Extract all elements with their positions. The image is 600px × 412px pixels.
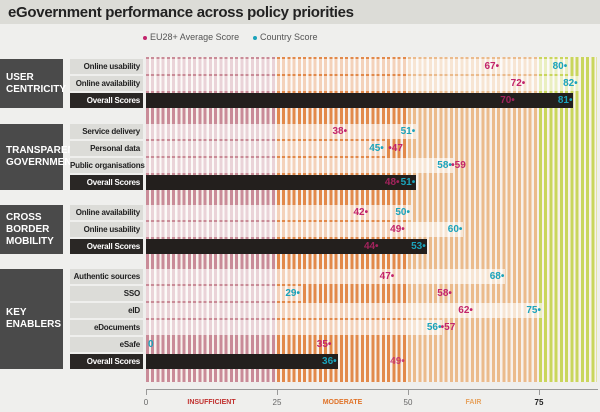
row-label: Online usability <box>70 59 143 74</box>
eu-value: 38• <box>332 126 348 137</box>
country-value: 50• <box>395 207 410 218</box>
eu-value: 58• <box>437 288 452 299</box>
legend-label: EU28+ Average Score <box>150 32 240 42</box>
country-band <box>146 205 411 220</box>
group-label: TRANSPARENT GOVERNMENT <box>0 124 81 190</box>
country-band <box>146 141 385 156</box>
legend-item-country: Country Score <box>253 32 318 42</box>
x-tick-label: 0 <box>143 398 149 407</box>
x-axis-line <box>146 389 598 390</box>
country-value: 53• <box>411 241 426 252</box>
row-label: Public organisations <box>70 158 145 173</box>
country-value: 51• <box>400 177 416 188</box>
row-label: Authentic sources <box>70 269 143 284</box>
zone-good <box>539 57 597 382</box>
country-value: 75• <box>526 305 541 316</box>
eu-value: 72• <box>510 78 526 89</box>
eu-value: 70• <box>500 95 515 106</box>
legend-label: Country Score <box>260 32 318 42</box>
row-label: Service delivery <box>70 124 143 139</box>
row-label: Online availability <box>70 76 143 91</box>
x-tick <box>408 389 409 395</box>
row-label: SSO <box>70 286 143 301</box>
country-band <box>146 286 301 301</box>
overall-label: Overall Scores <box>70 175 143 190</box>
group-label: USER CENTRICITY <box>0 59 66 108</box>
row-label: Online usability <box>70 222 143 237</box>
eu-value: 48• <box>384 177 400 188</box>
overall-bar <box>146 239 427 254</box>
eu-value: 49• <box>390 356 405 367</box>
country-value: 29• <box>285 288 300 299</box>
legend-item-eu: EU28+ Average Score <box>143 32 239 42</box>
country-band <box>146 320 443 335</box>
zone-label: INSUFFICIENT <box>187 399 236 406</box>
row-label: Online availability <box>70 205 143 220</box>
chart-title: eGovernment performance across policy pr… <box>0 0 600 24</box>
row-label: eSafe <box>70 337 143 352</box>
country-band <box>146 124 417 139</box>
zone-label: MODERATE <box>322 399 363 406</box>
eu-value: 44• <box>363 241 379 252</box>
country-value: 81• <box>557 95 573 106</box>
country-value: 45• <box>369 143 384 154</box>
country-value: 51• <box>400 126 416 137</box>
country-value: 68• <box>489 271 505 282</box>
country-band <box>146 158 453 173</box>
x-tick <box>277 389 278 395</box>
x-tick <box>146 389 147 395</box>
row-label: Personal data <box>70 141 143 156</box>
country-value: 58• <box>437 160 452 171</box>
overall-label: Overall Scores <box>70 93 143 108</box>
overall-label: Overall Scores <box>70 354 143 369</box>
country-band <box>146 269 506 284</box>
country-value: 60• <box>447 224 463 235</box>
group-label: CROSS BORDER MOBILITY <box>0 205 63 254</box>
x-tick-label: 25 <box>272 398 282 407</box>
country-value: 80• <box>552 61 568 72</box>
row-label: eDocuments <box>70 320 143 335</box>
overall-bar <box>146 175 417 190</box>
country-band <box>146 59 569 74</box>
zone-label: FAIR <box>465 399 482 406</box>
eu-value: 47• <box>379 271 395 282</box>
eu-dot-icon <box>143 35 147 40</box>
country-band <box>146 303 542 318</box>
country-dot-icon <box>253 35 257 40</box>
country-value: 56• <box>426 322 442 333</box>
country-value: 36• <box>322 356 337 367</box>
group-label: KEY ENABLERS <box>0 269 63 369</box>
country-value: 82• <box>563 78 578 89</box>
country-value: 0 <box>148 339 154 350</box>
eu-value: 62• <box>458 305 473 316</box>
row-label: eID <box>70 303 143 318</box>
eu-value: •59 <box>451 160 466 171</box>
eu-value: 42• <box>353 207 369 218</box>
x-tick-label: 50 <box>403 398 413 407</box>
eu-value: 67• <box>484 61 500 72</box>
country-band <box>146 76 579 91</box>
eu-value: •47 <box>388 143 403 154</box>
eu-value: 49• <box>390 224 405 235</box>
x-tick-label: 75 <box>534 398 544 407</box>
overall-bar <box>146 354 338 369</box>
country-band <box>146 222 464 237</box>
eu-value: •57 <box>440 322 456 333</box>
overall-label: Overall Scores <box>70 239 143 254</box>
eu-value: 35• <box>316 339 332 350</box>
overall-bar <box>146 93 574 108</box>
x-tick <box>539 389 540 395</box>
